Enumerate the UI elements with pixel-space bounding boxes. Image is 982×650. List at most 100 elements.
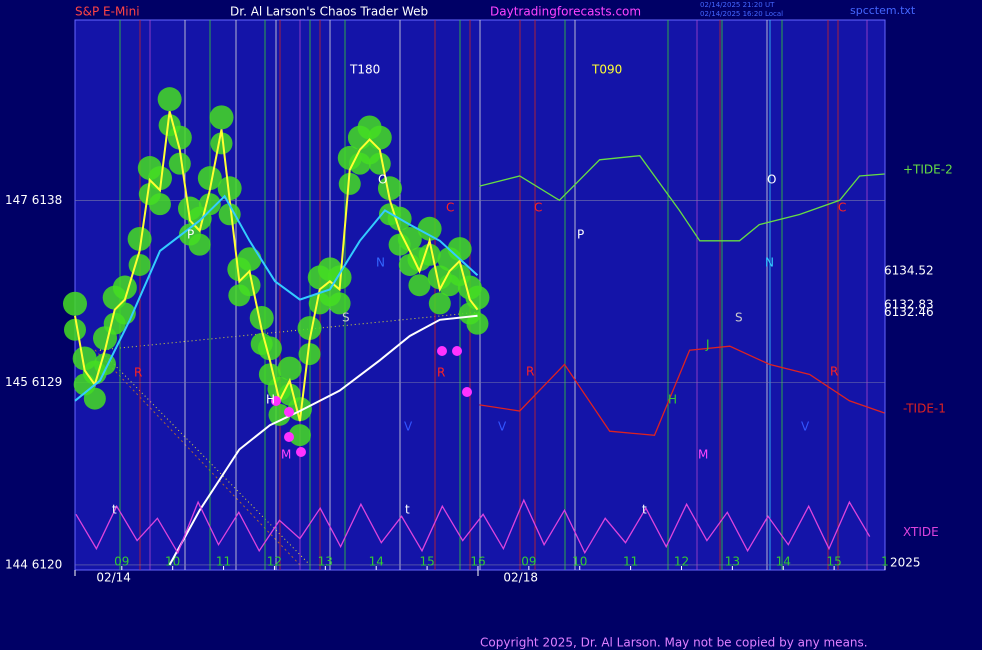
volatility-bubble	[112, 275, 137, 300]
event-dot	[452, 346, 462, 356]
volatility-bubble	[188, 233, 211, 256]
volatility-bubble	[377, 176, 402, 201]
volatility-bubble	[367, 125, 392, 150]
series-line	[479, 345, 885, 436]
x-tick-label: 1	[881, 555, 889, 569]
volatility-bubble	[218, 203, 241, 226]
x-tick-label: 14	[776, 555, 791, 569]
legend-label: XTIDE	[903, 525, 939, 539]
annotation: N	[765, 256, 774, 270]
volatility-bubble	[297, 316, 322, 341]
volatility-bubble	[238, 274, 261, 297]
price-level: 6132.83	[884, 298, 934, 312]
volatility-bubble	[157, 87, 182, 112]
annotation: C	[838, 201, 846, 215]
volatility-bubble	[127, 226, 152, 251]
volatility-bubble	[447, 237, 472, 262]
y-tick-label: 145 6129	[5, 375, 62, 389]
volatility-bubble	[288, 424, 311, 447]
annotation: P	[187, 228, 194, 242]
annotation: J	[705, 338, 710, 352]
annotation: M	[698, 448, 708, 462]
x-tick-label: 09	[521, 555, 536, 569]
annotation: t	[405, 503, 410, 517]
annotation: R	[437, 366, 445, 380]
volatility-bubble	[368, 152, 391, 175]
volatility-bubble	[209, 105, 234, 130]
volatility-bubble	[298, 343, 321, 366]
annotation: t	[112, 503, 117, 517]
x-tick-label: 15	[419, 555, 434, 569]
x-tick-label: 12	[674, 555, 689, 569]
annotation: S	[735, 311, 743, 325]
event-dot	[284, 407, 294, 417]
price-level: 6132.46	[884, 305, 934, 319]
volatility-bubble	[277, 356, 302, 381]
volatility-bubble	[428, 292, 451, 315]
event-dot	[462, 387, 472, 397]
annotation: C	[446, 201, 454, 215]
volatility-bubble	[210, 132, 233, 155]
series-line	[168, 314, 478, 566]
x-tick-label: 11	[216, 555, 231, 569]
annotation: N	[376, 256, 385, 270]
file-name: spcctem.txt	[850, 4, 916, 17]
event-dot	[271, 396, 281, 406]
annotation: O	[767, 173, 776, 187]
annotation: O	[378, 173, 387, 187]
volatility-bubble	[83, 387, 106, 410]
year-label: 2025	[890, 556, 921, 570]
event-dot	[284, 432, 294, 442]
event-dot	[296, 447, 306, 457]
volatility-bubble	[128, 253, 151, 276]
x-tick-label: 10	[165, 555, 180, 569]
legend-label: -TIDE-1	[903, 402, 946, 416]
x-tick-label: 12	[267, 555, 282, 569]
annotation: T180	[349, 63, 380, 77]
date-label: 02/14	[96, 571, 131, 585]
timestamp: 02/14/2025 21:20 UT	[700, 1, 775, 9]
x-tick-label: 11	[623, 555, 638, 569]
volatility-bubble	[328, 292, 351, 315]
x-tick-label: 10	[572, 555, 587, 569]
annotation: H	[266, 393, 275, 407]
x-tick-label: 13	[318, 555, 333, 569]
y-tick-label: 144 6120	[5, 557, 62, 571]
legend-label: +TIDE-2	[903, 162, 953, 176]
volatility-bubble	[417, 216, 442, 241]
timestamp: 02/14/2025 16:20 Local	[700, 10, 783, 18]
volatility-bubble	[287, 397, 312, 422]
volatility-bubble	[465, 285, 490, 310]
y-tick-label: 147 6138	[5, 193, 62, 207]
annotation: V	[498, 420, 507, 434]
volatility-bubble	[338, 172, 361, 195]
volatility-bubble	[237, 247, 262, 272]
annotation: V	[404, 420, 413, 434]
annotation: C	[534, 201, 542, 215]
x-tick-label: 13	[725, 555, 740, 569]
annotation: H	[668, 393, 677, 407]
x-tick-label: 16	[470, 555, 485, 569]
volatility-bubble	[249, 305, 274, 330]
annotation: V	[801, 420, 810, 434]
volatility-bubble	[397, 226, 422, 251]
series-line	[75, 498, 871, 555]
volatility-bubble	[197, 166, 222, 191]
date-label: 02/18	[503, 571, 538, 585]
volatility-bubble	[168, 152, 191, 175]
website: Daytradingforecasts.com	[490, 5, 641, 19]
x-tick-label: 15	[826, 555, 841, 569]
annotation: T090	[591, 63, 622, 77]
copyright: Copyright 2025, Dr. Al Larson. May not b…	[480, 636, 868, 650]
annotation: S	[342, 311, 350, 325]
event-dot	[437, 346, 447, 356]
price-level: 6134.52	[884, 263, 934, 277]
chart-subtitle: Dr. Al Larson's Chaos Trader Web	[230, 5, 428, 19]
series-line	[479, 155, 885, 242]
volatility-bubble	[63, 291, 87, 316]
annotation: R	[830, 365, 838, 379]
annotation: t	[642, 503, 647, 517]
volatility-bubble	[257, 336, 282, 361]
volatility-bubble	[148, 193, 171, 216]
